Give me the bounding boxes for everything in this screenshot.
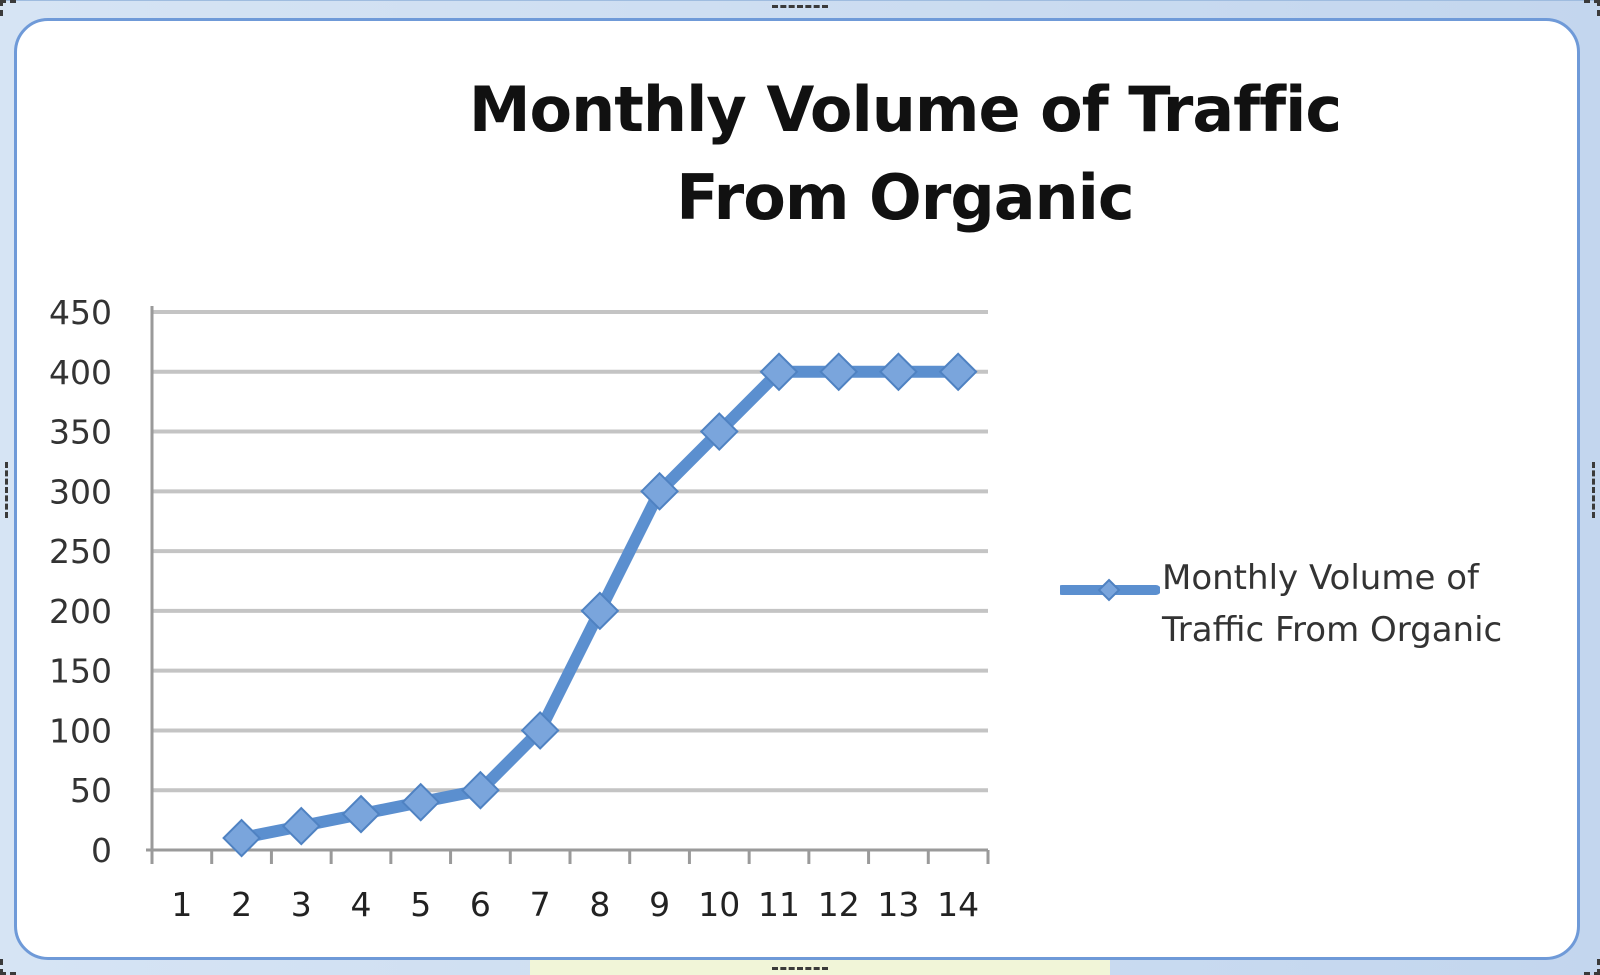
y-tick-label-300: 300 bbox=[49, 472, 112, 511]
data-point-8[interactable] bbox=[580, 591, 620, 631]
y-tick-label-0: 0 bbox=[91, 831, 112, 870]
data-point-2[interactable] bbox=[222, 818, 261, 858]
data-point-14[interactable] bbox=[938, 352, 978, 392]
data-point-10[interactable] bbox=[699, 412, 739, 451]
x-tick-label-3: 3 bbox=[291, 885, 312, 924]
data-point-5[interactable] bbox=[401, 782, 441, 822]
y-tick-label-200: 200 bbox=[49, 592, 112, 631]
resize-handle-right[interactable] bbox=[1592, 462, 1600, 518]
data-point-3[interactable] bbox=[281, 806, 321, 846]
data-point-9[interactable] bbox=[640, 471, 679, 511]
x-tick-label-10: 10 bbox=[698, 885, 740, 924]
resize-handle-left[interactable] bbox=[0, 462, 8, 518]
y-tick-label-100: 100 bbox=[49, 711, 112, 750]
data-point-11[interactable] bbox=[759, 352, 799, 392]
x-tick-label-2: 2 bbox=[231, 885, 252, 924]
resize-handle-bottom-right[interactable] bbox=[1584, 959, 1600, 975]
legend-series-marker bbox=[1060, 578, 1160, 602]
x-tick-label-9: 9 bbox=[649, 885, 670, 924]
y-tick-label-150: 150 bbox=[49, 652, 112, 691]
x-tick-label-11: 11 bbox=[758, 885, 800, 924]
x-tick-label-6: 6 bbox=[470, 885, 491, 924]
data-point-6[interactable] bbox=[461, 770, 500, 810]
legend[interactable]: Monthly Volume of Traffic From Organic bbox=[1060, 558, 1580, 670]
y-tick-label-350: 350 bbox=[49, 413, 112, 452]
y-tick-label-250: 250 bbox=[49, 532, 112, 571]
x-tick-label-7: 7 bbox=[530, 885, 551, 924]
x-tick-label-14: 14 bbox=[937, 885, 979, 924]
resize-handle-top-right[interactable] bbox=[1584, 0, 1600, 16]
x-tick-label-8: 8 bbox=[589, 885, 610, 924]
data-point-12[interactable] bbox=[819, 352, 859, 392]
x-tick-label-1: 1 bbox=[171, 885, 192, 924]
x-tick-label-12: 12 bbox=[818, 885, 860, 924]
resize-handle-bottom[interactable] bbox=[772, 967, 828, 975]
selected-cell-strip bbox=[530, 958, 1110, 975]
legend-label: Monthly Volume of Traffic From Organic bbox=[1162, 558, 1503, 650]
y-tick-label-450: 450 bbox=[49, 293, 112, 332]
data-point-13[interactable] bbox=[879, 352, 918, 392]
chart-title[interactable]: Monthly Volume of Traffic From Organic bbox=[468, 73, 1342, 234]
x-tick-label-13: 13 bbox=[877, 885, 919, 924]
chart-area[interactable] bbox=[14, 18, 1580, 960]
data-point-4[interactable] bbox=[341, 794, 381, 834]
x-tick-label-5: 5 bbox=[410, 885, 431, 924]
resize-handle-top[interactable] bbox=[772, 0, 828, 8]
resize-handle-top-left[interactable] bbox=[0, 0, 16, 16]
y-tick-label-50: 50 bbox=[70, 771, 112, 810]
y-tick-label-400: 400 bbox=[49, 353, 112, 392]
x-tick-label-4: 4 bbox=[351, 885, 372, 924]
resize-handle-bottom-left[interactable] bbox=[0, 959, 16, 975]
data-point-7[interactable] bbox=[520, 711, 560, 750]
